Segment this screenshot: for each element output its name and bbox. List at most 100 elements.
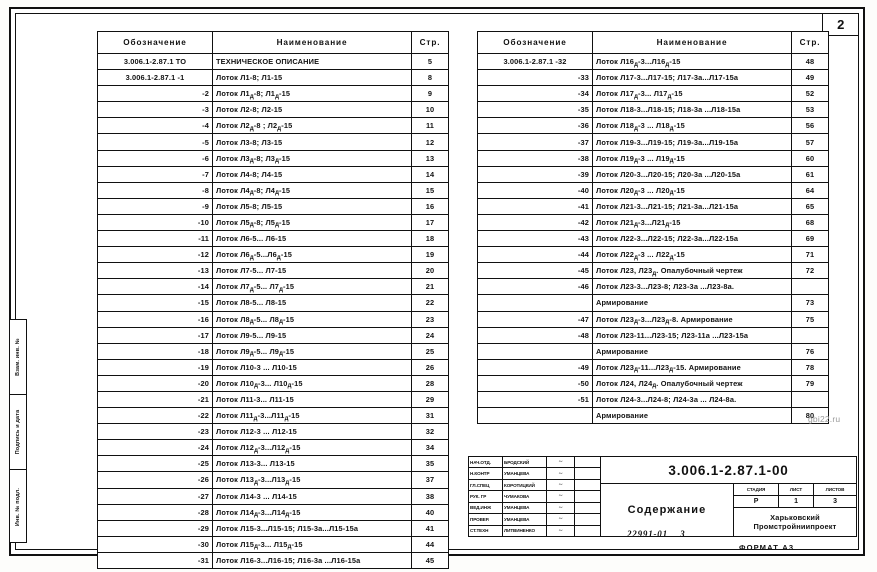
cell-designation: -31 <box>97 551 213 570</box>
cell-page: 72 <box>791 262 829 280</box>
cell-name: Лоток Л20-3...Л20-15; Л20-3а ...Л20-15а <box>592 165 792 183</box>
signature-mark: ~ <box>547 502 575 514</box>
cell-name: Лоток Л1д-8; Л1д-15 <box>212 85 412 103</box>
archive-number: 22991-01 <box>627 529 668 539</box>
cell-page: 61 <box>791 165 829 183</box>
signature-date <box>575 503 600 513</box>
cell-designation: -49 <box>477 358 593 376</box>
cell-name: Лоток Л22-3...Л22-15; Л22-3а...Л22-15а <box>592 230 792 248</box>
cell-name: Лоток Л23д-3...Л23д-8. Армирование <box>592 310 792 328</box>
cell-page: 49 <box>791 69 829 87</box>
table-row: -40 Лоток Л20д-3 ... Л20д-15 64 <box>477 181 829 199</box>
cell-designation: -22 <box>97 407 213 425</box>
cell-designation: -15 <box>97 294 213 312</box>
cell-name: Лоток Л12д-3...Л12д-15 <box>212 439 412 457</box>
cell-name: Лоток Л24-3...Л24-8; Л24-3а ... Л24-8а. <box>592 390 792 409</box>
drawing-sheet: 2 Взам. инв. № Подпись и дата Инв. № подл.… <box>9 7 865 570</box>
cell-page: 26 <box>411 358 449 376</box>
header-page: Стр. <box>791 31 829 54</box>
cell-designation: -40 <box>477 181 593 199</box>
cell-page: 68 <box>791 213 829 232</box>
table-row: -38 Лоток Л19д-3 ... Л19д-15 60 <box>477 149 829 167</box>
table-row: -41 Лоток Л21-3...Л21-15; Л21-3а...Л21-15… <box>477 197 829 215</box>
table-row: -22 Лоток Л11д-3...Л11д-15 31 <box>97 407 449 425</box>
table-row: -44 Лоток Л22д-3 ... Л22д-15 71 <box>477 246 829 264</box>
cell-designation: -4 <box>97 117 213 135</box>
cell-name: Лоток Л11д-3...Л11д-15 <box>212 407 412 425</box>
table-row: -26 Лоток Л13д-3...Л13д-15 37 <box>97 471 449 489</box>
table-row: -28 Лоток Л14д-3...Л14д-15 40 <box>97 503 449 521</box>
document-title: Содержание <box>601 484 734 536</box>
cell-page: 45 <box>411 551 449 570</box>
page-number-box: 2 <box>822 13 859 36</box>
cell-page: 44 <box>411 535 449 553</box>
cell-page: 17 <box>411 213 449 232</box>
cell-name: Лоток Л16-3...Л16-15; Л16-3а ...Л16-15а <box>212 551 412 570</box>
cell-name: Лоток Л5д-8; Л5д-15 <box>212 213 412 232</box>
signature-mark: ~ <box>547 457 575 468</box>
cell-designation: -19 <box>97 358 213 376</box>
cell-page: 28 <box>411 374 449 392</box>
cell-page: 15 <box>411 181 449 199</box>
cell-page: 22 <box>411 294 449 312</box>
cell-page: 8 <box>411 69 449 87</box>
document-archive-number: 22991-01 3 <box>627 529 685 539</box>
archive-number-suffix: 3 <box>680 529 686 539</box>
cell-designation: -5 <box>97 133 213 151</box>
cell-page: 14 <box>411 165 449 183</box>
table-row: -29 Лоток Л15-3...Л15-15; Л15-3а...Л15-15… <box>97 519 449 537</box>
stage-value-cell: Р <box>734 496 779 507</box>
cell-designation: -7 <box>97 165 213 183</box>
signature-row: РУК. ГР ЧУМАКОВА ~ <box>469 491 600 503</box>
cell-name: Лоток Л16д-3...Л16д-15 <box>592 52 792 71</box>
table-row: 3.006.1-2.87.1 -32 Лоток Л16д-3...Л16д-15… <box>477 52 829 71</box>
header-page: Стр. <box>411 31 449 54</box>
signature-role: ГЛ.СПЕЦ <box>469 479 503 491</box>
cell-designation: -23 <box>97 423 213 441</box>
cell-designation: -34 <box>477 85 593 103</box>
cell-page: 71 <box>791 246 829 264</box>
cell-name: Лоток Л11-3... Л11-15 <box>212 390 412 409</box>
cell-page: 79 <box>791 374 829 392</box>
cell-page: 13 <box>411 149 449 167</box>
cell-name: Армирование <box>592 294 792 312</box>
cell-designation: -13 <box>97 262 213 280</box>
table-row: -51 Лоток Л24-3...Л24-8; Л24-3а ... Л24-8… <box>477 390 829 409</box>
cell-designation <box>477 294 593 312</box>
stage-value-cell: 1 <box>779 496 814 507</box>
signature-mark: ~ <box>547 479 575 491</box>
cell-name: ТЕХНИЧЕСКОЕ ОПИСАНИЕ <box>212 52 412 71</box>
table-row: 3.006.1-2.87.1 -1 Лоток Л1-8; Л1-15 8 <box>97 69 449 87</box>
table-row: -8 Лоток Л4д-8; Л4д-15 15 <box>97 181 449 199</box>
cell-name: Лоток Л4д-8; Л4д-15 <box>212 181 412 199</box>
cell-name: Лоток Л13д-3...Л13д-15 <box>212 471 412 489</box>
page-number: 2 <box>837 16 845 32</box>
cell-name: Лоток Л12-3 ... Л12-15 <box>212 423 412 441</box>
signature-name: УМАНЦЕВА <box>503 468 547 479</box>
header-designation: Обозначение <box>477 31 593 54</box>
cell-name: Лоток Л6-5... Л6-15 <box>212 230 412 248</box>
table-row: -24 Лоток Л12д-3...Л12д-15 34 <box>97 439 449 457</box>
cell-designation: -36 <box>477 117 593 135</box>
cell-designation: -3 <box>97 101 213 119</box>
cell-name: Лоток Л18-3...Л18-15; Л18-3а ...Л18-15а <box>592 101 792 119</box>
table-row: -4 Лоток Л2д-8 ; Л2д-15 11 <box>97 117 449 135</box>
table-row: 3.006.1-2.87.1 ТО ТЕХНИЧЕСКОЕ ОПИСАНИЕ 5 <box>97 52 449 71</box>
cell-page <box>791 326 829 344</box>
table-row: -5 Лоток Л3-8; Л3-15 12 <box>97 133 449 151</box>
cell-designation: -26 <box>97 471 213 489</box>
watermark-text: gbi22.ru <box>808 414 841 424</box>
cell-page: 52 <box>791 85 829 103</box>
title-block-right: 3.006.1-2.87.1-00 Содержание СТАДИЯ ЛИСТ Л… <box>601 457 856 536</box>
table-row: -50 Лоток Л24, Л24д. Опалубочный чертеж 79 <box>477 374 829 392</box>
signature-row: ПРОВЕР. УМАНЦЕВА ~ <box>469 514 600 526</box>
stage-header-row: СТАДИЯ ЛИСТ ЛИСТОВ <box>734 484 856 496</box>
signature-role: ПРОВЕР. <box>469 514 503 525</box>
signature-date <box>575 526 600 536</box>
signature-name: КОРОТИЦКИЙ <box>503 479 547 491</box>
cell-designation: -51 <box>477 390 593 409</box>
signature-date <box>575 457 600 467</box>
cell-page: 60 <box>791 149 829 167</box>
cell-name: Лоток Л22д-3 ... Л22д-15 <box>592 246 792 264</box>
